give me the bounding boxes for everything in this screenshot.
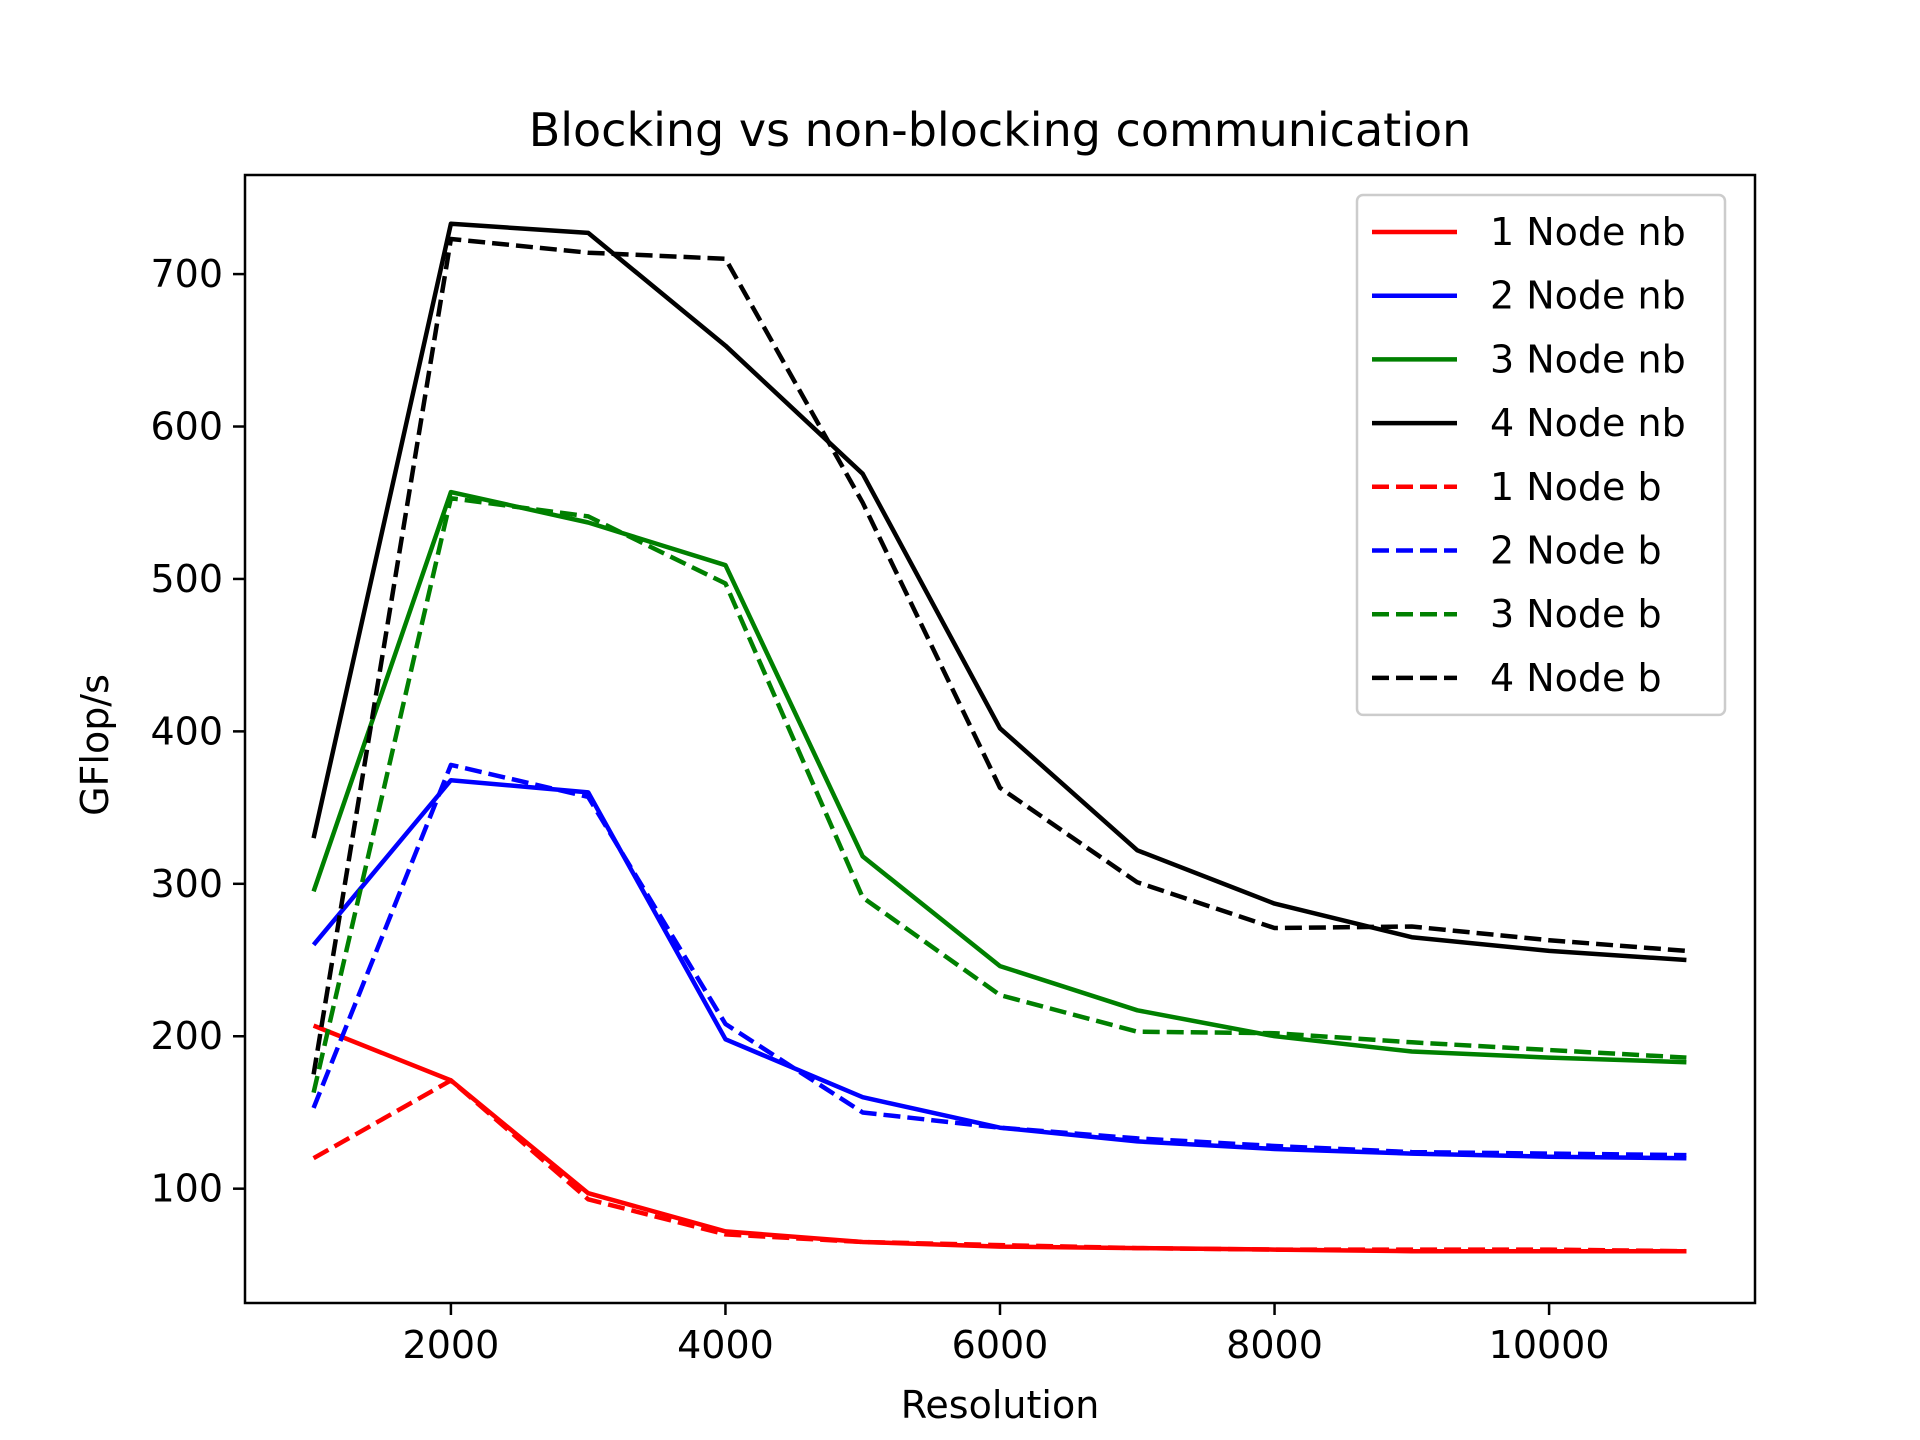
legend-label: 4 Node b <box>1490 656 1662 700</box>
series-layer <box>311 221 1687 1254</box>
legend-label: 3 Node b <box>1490 592 1662 636</box>
legend-box <box>1355 193 1727 717</box>
y-tick-label: 200 <box>150 1014 223 1058</box>
x-tick-label: 4000 <box>677 1323 774 1367</box>
legend-label: 2 Node b <box>1490 529 1662 573</box>
y-tick-label: 300 <box>150 862 223 906</box>
y-tick-label: 700 <box>150 252 223 296</box>
series-line-1-node-b <box>312 1078 1687 1254</box>
x-tick-label: 8000 <box>1226 1323 1323 1367</box>
y-tick-label: 400 <box>150 709 223 753</box>
series-line-3-node-b <box>311 495 1687 1094</box>
legend-label: 3 Node nb <box>1490 337 1686 381</box>
series-line-4-node-b <box>311 236 1687 1075</box>
x-axis-label: Resolution <box>901 1383 1100 1427</box>
series-line-2-node-b <box>311 762 1687 1158</box>
legend-label: 1 Node nb <box>1490 210 1686 254</box>
ticks-layer: 2000 4000 6000 8000 10000 100 200 300 400 500 600 7… <box>150 252 1609 1367</box>
series-line-4-node-nb <box>311 221 1687 963</box>
plot-area-frame <box>243 173 1757 1305</box>
y-tick-label: 100 <box>150 1167 223 1211</box>
y-tick-label: 600 <box>150 405 223 449</box>
x-tick-label: 6000 <box>952 1323 1049 1367</box>
x-tick-label: 2000 <box>403 1323 500 1367</box>
legend-label: 4 Node nb <box>1490 401 1686 445</box>
legend-label: 2 Node nb <box>1490 274 1686 318</box>
x-tick-label: 10000 <box>1489 1323 1610 1367</box>
y-axis-label: GFlop/s <box>73 674 117 816</box>
chart-title: Blocking vs non-blocking communication <box>529 103 1472 157</box>
legend-label: 1 Node b <box>1490 465 1662 509</box>
series-line-2-node-nb <box>311 777 1687 1161</box>
legend: 1 Node nb 2 Node nb 3 Node nb 4 Node nb 1 No… <box>1355 193 1727 717</box>
y-tick-label: 500 <box>150 557 223 601</box>
